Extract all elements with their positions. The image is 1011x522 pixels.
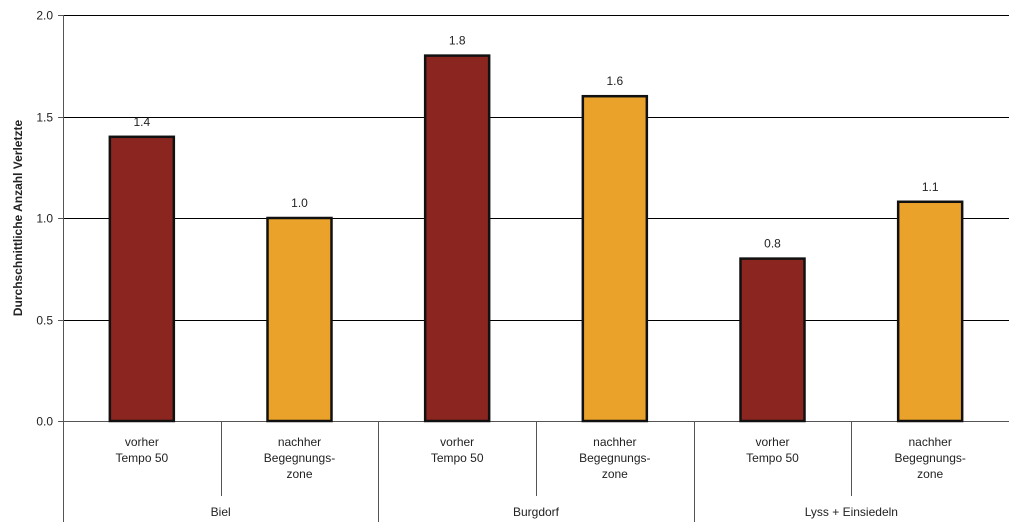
bar-value-label: 1.1	[922, 180, 939, 194]
x-category-label: nachher Begegnungs-zone	[894, 435, 965, 481]
y-tick-label: 2.0	[36, 9, 53, 23]
bar	[108, 135, 176, 423]
bar-value-label: 1.6	[606, 74, 623, 88]
y-tick-label: 1.5	[36, 111, 53, 125]
bar-value-label: 0.8	[764, 237, 781, 251]
bar	[423, 54, 491, 423]
bar-value-label: 1.8	[449, 34, 466, 48]
y-axis-label: Durchschnittliche Anzahl Verletzte	[11, 120, 25, 317]
x-category-label: vorher Tempo 50	[115, 435, 168, 465]
x-category-label: nachher Begegnungs-zone	[579, 435, 650, 481]
bar	[581, 94, 649, 423]
x-axis-categories: vorher Tempo 50 nachher Begegnungs-zone Biel…	[63, 421, 966, 522]
y-tick-label: 1.0	[36, 212, 53, 226]
y-tick-label: 0.0	[36, 415, 53, 429]
bar	[266, 216, 333, 423]
bar	[739, 257, 806, 423]
bar	[896, 200, 964, 423]
x-category-label: vorher Tempo 50	[431, 435, 484, 465]
x-group-label: Lyss + Einsiedeln	[805, 505, 898, 519]
bars: 1.4 1.0 1.8 1.6 0.8 1.1	[108, 34, 964, 423]
y-axis-ticks: 0.0 0.5 1.0 1.5 2.0	[36, 9, 63, 429]
x-category-label: vorher Tempo 50	[746, 435, 799, 465]
x-group-label: Burgdorf	[513, 505, 560, 519]
y-tick-label: 0.5	[36, 314, 53, 328]
x-group-label: Biel	[211, 505, 231, 519]
grid-lines	[63, 15, 1009, 422]
bar-value-label: 1.0	[291, 196, 308, 210]
x-category-label: nachher Begegnungs-zone	[264, 435, 335, 481]
bar-value-label: 1.4	[133, 115, 150, 129]
